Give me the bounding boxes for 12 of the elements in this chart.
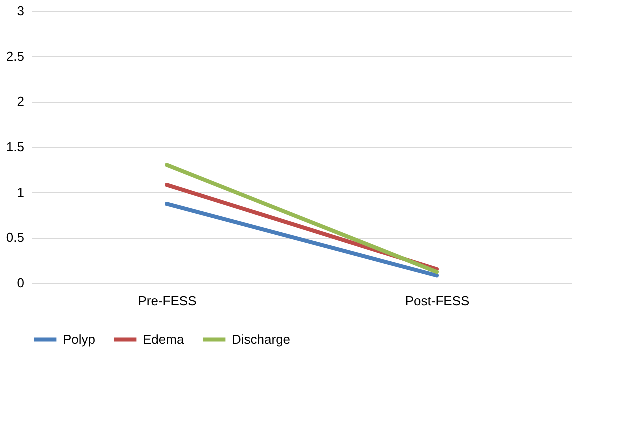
y-tick-label: 0: [17, 276, 24, 290]
x-tick-label: Post-FESS: [405, 294, 470, 308]
legend-label: Discharge: [232, 332, 291, 347]
y-tick-label: 1.5: [6, 140, 24, 154]
legend-label: Edema: [143, 332, 185, 347]
y-tick-label: 2: [17, 94, 24, 110]
legend-label: Polyp: [63, 332, 96, 347]
x-tick-label: Pre-FESS: [138, 294, 198, 308]
y-tick-label: 0.5: [6, 230, 24, 246]
y-tick-label: 2.5: [6, 48, 24, 64]
y-tick-label: 3: [17, 4, 24, 18]
y-tick-label: 1: [17, 184, 24, 200]
